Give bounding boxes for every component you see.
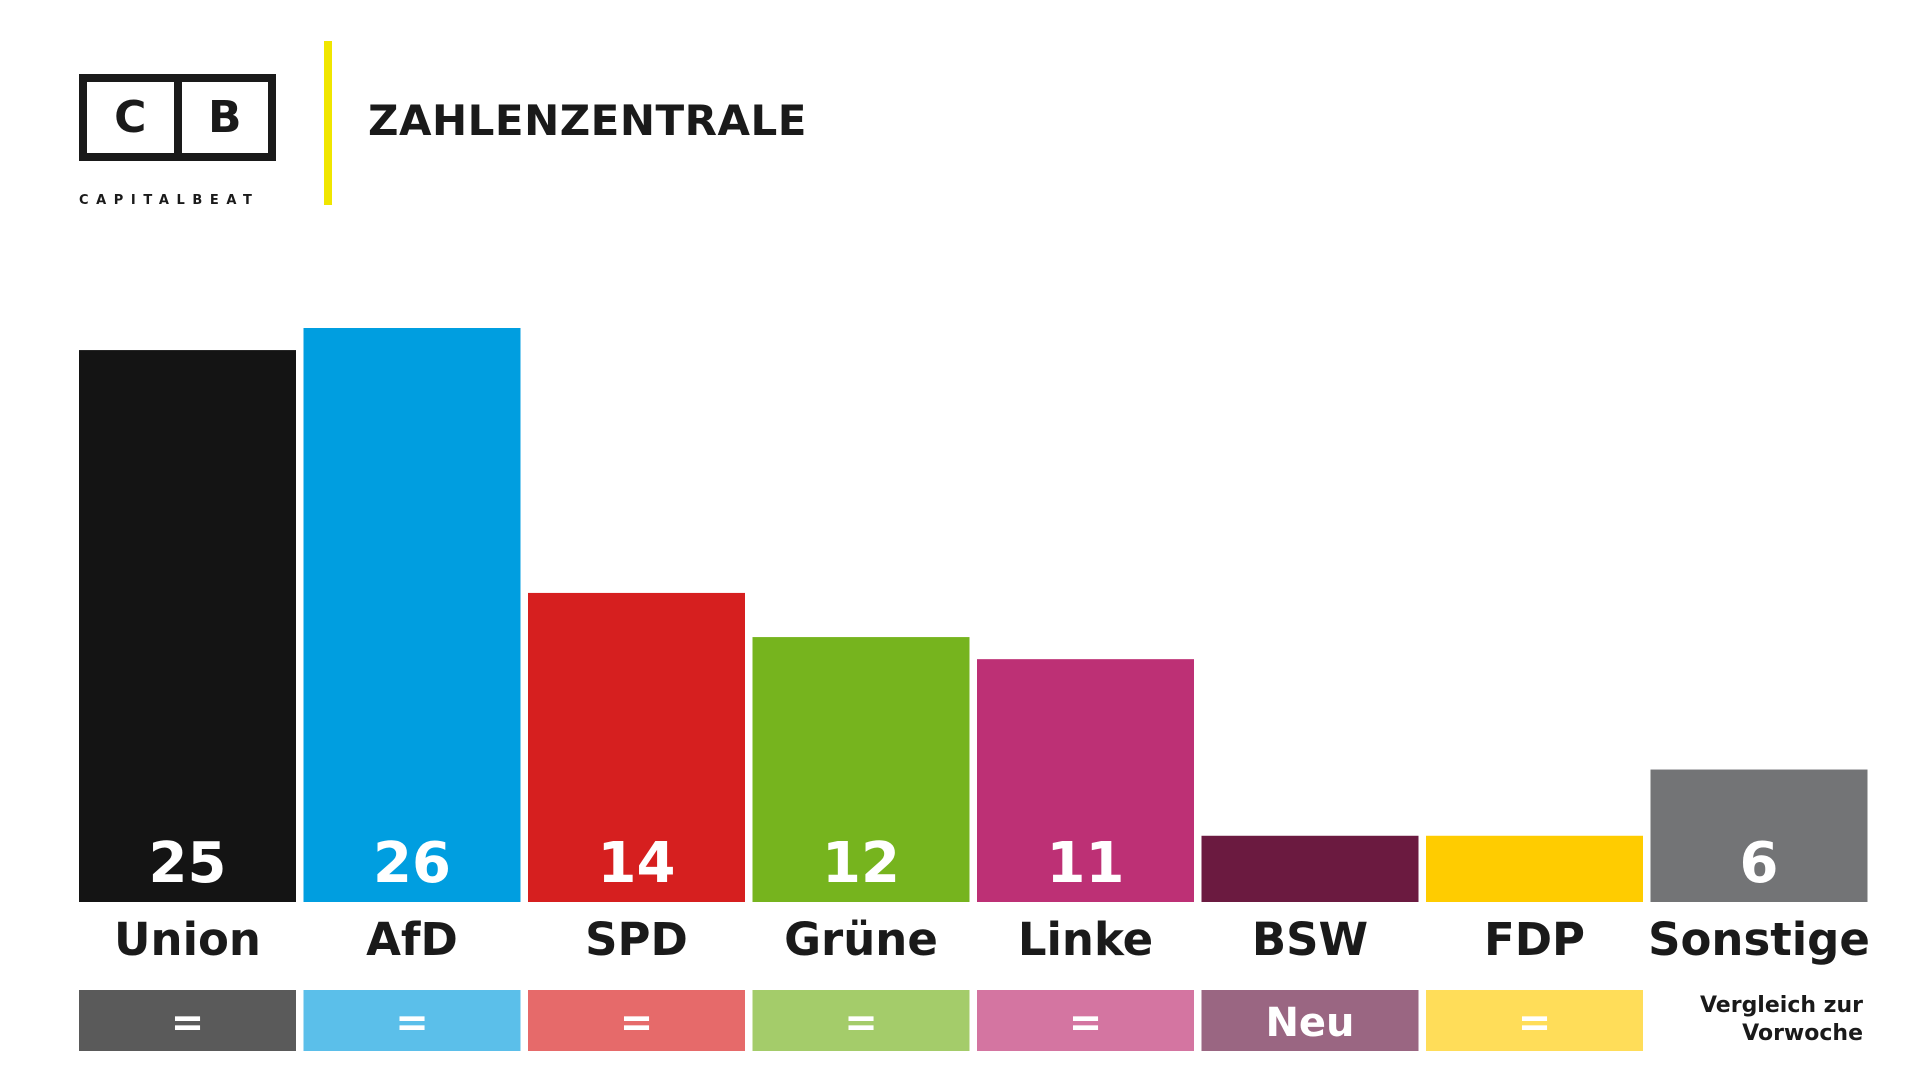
bar-spd [528,592,745,902]
bar-value-sonstige: 6 [1740,831,1779,896]
bar-label-gr-ne: Grüne [784,913,938,966]
brand-wordmark: CAPITALBEAT [79,193,260,208]
bar-label-fdp: FDP [1484,913,1585,966]
header-divider [324,41,332,205]
logo-letter-b: B [173,82,269,153]
bar-bsw [1201,835,1419,902]
bar-value-afd: 26 [373,831,451,896]
change-text-union: = [171,1000,205,1046]
change-badge-union [79,990,296,1051]
change-badge-afd [303,990,521,1051]
bar-label-sonstige: Sonstige [1648,913,1870,966]
bar-gr-ne [752,637,970,902]
change-badge-fdp [1426,990,1643,1051]
change-badge-bsw [1201,990,1419,1051]
change-text-fdp: = [1518,1000,1552,1046]
compare-note-line1: Vergleich zur [1699,993,1863,1018]
bar-label-bsw: BSW [1252,913,1368,966]
change-text-spd: = [620,1000,654,1046]
change-text-afd: = [395,1000,429,1046]
bar-fdp [1426,835,1643,902]
bar-value-spd: 14 [598,831,676,896]
change-badge-linke [977,990,1194,1051]
bar-linke [977,659,1194,902]
change-text-linke: = [1069,1000,1103,1046]
page-title: ZAHLENZENTRALE [368,96,807,145]
capitalbeat-logo: C B [79,74,276,161]
bar-sonstige [1650,769,1868,902]
change-text-gr-ne: = [844,1000,878,1046]
bar-union [79,350,296,903]
compare-note-line2: Vorwoche [1742,1021,1863,1046]
logo-letter-c: C [114,92,147,143]
bar-label-union: Union [114,913,261,966]
bar-label-spd: SPD [585,913,688,966]
bar-afd [303,328,521,902]
bar-label-afd: AfD [366,913,458,966]
bar-value-gr-ne: 12 [822,831,900,896]
change-badge-spd [528,990,745,1051]
bar-value-union: 25 [149,831,227,896]
bar-label-linke: Linke [1018,913,1153,966]
bar-value-linke: 11 [1047,831,1125,896]
compare-note: Vergleich zur Vorwoche [1700,992,1863,1048]
change-badge-gr-ne [752,990,970,1051]
change-text-bsw: Neu [1265,1000,1354,1046]
